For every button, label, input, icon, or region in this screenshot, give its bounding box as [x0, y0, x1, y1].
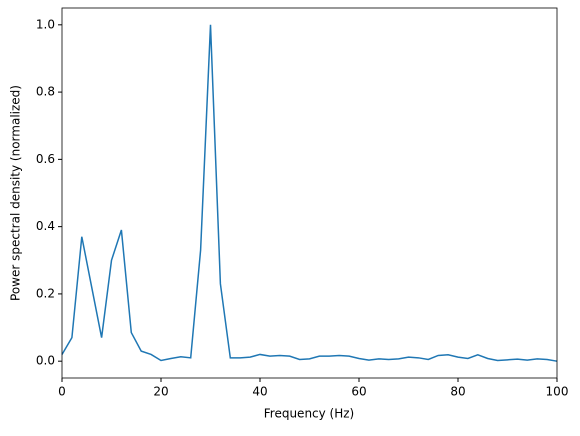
y-axis-label: Power spectral density (normalized)	[9, 85, 23, 301]
y-tick-label: 0.2	[36, 286, 55, 300]
plot-frame	[61, 7, 558, 379]
line	[61, 24, 558, 362]
x-tick-label: 60	[351, 385, 366, 399]
y-tick-label: 0.0	[36, 354, 55, 368]
x-tick-label: 100	[546, 385, 569, 399]
y-tick-label: 0.4	[36, 219, 55, 233]
y-tick-label: 1.0	[36, 17, 55, 31]
y-tick-label: 0.8	[36, 85, 55, 99]
x-tick-label: 0	[58, 385, 66, 399]
x-tick-label: 20	[153, 385, 168, 399]
x-tick-label: 80	[450, 385, 465, 399]
x-axis-label: Frequency (Hz)	[264, 407, 355, 421]
x-tick-label: 40	[252, 385, 267, 399]
y-tick-label: 0.6	[36, 152, 55, 166]
